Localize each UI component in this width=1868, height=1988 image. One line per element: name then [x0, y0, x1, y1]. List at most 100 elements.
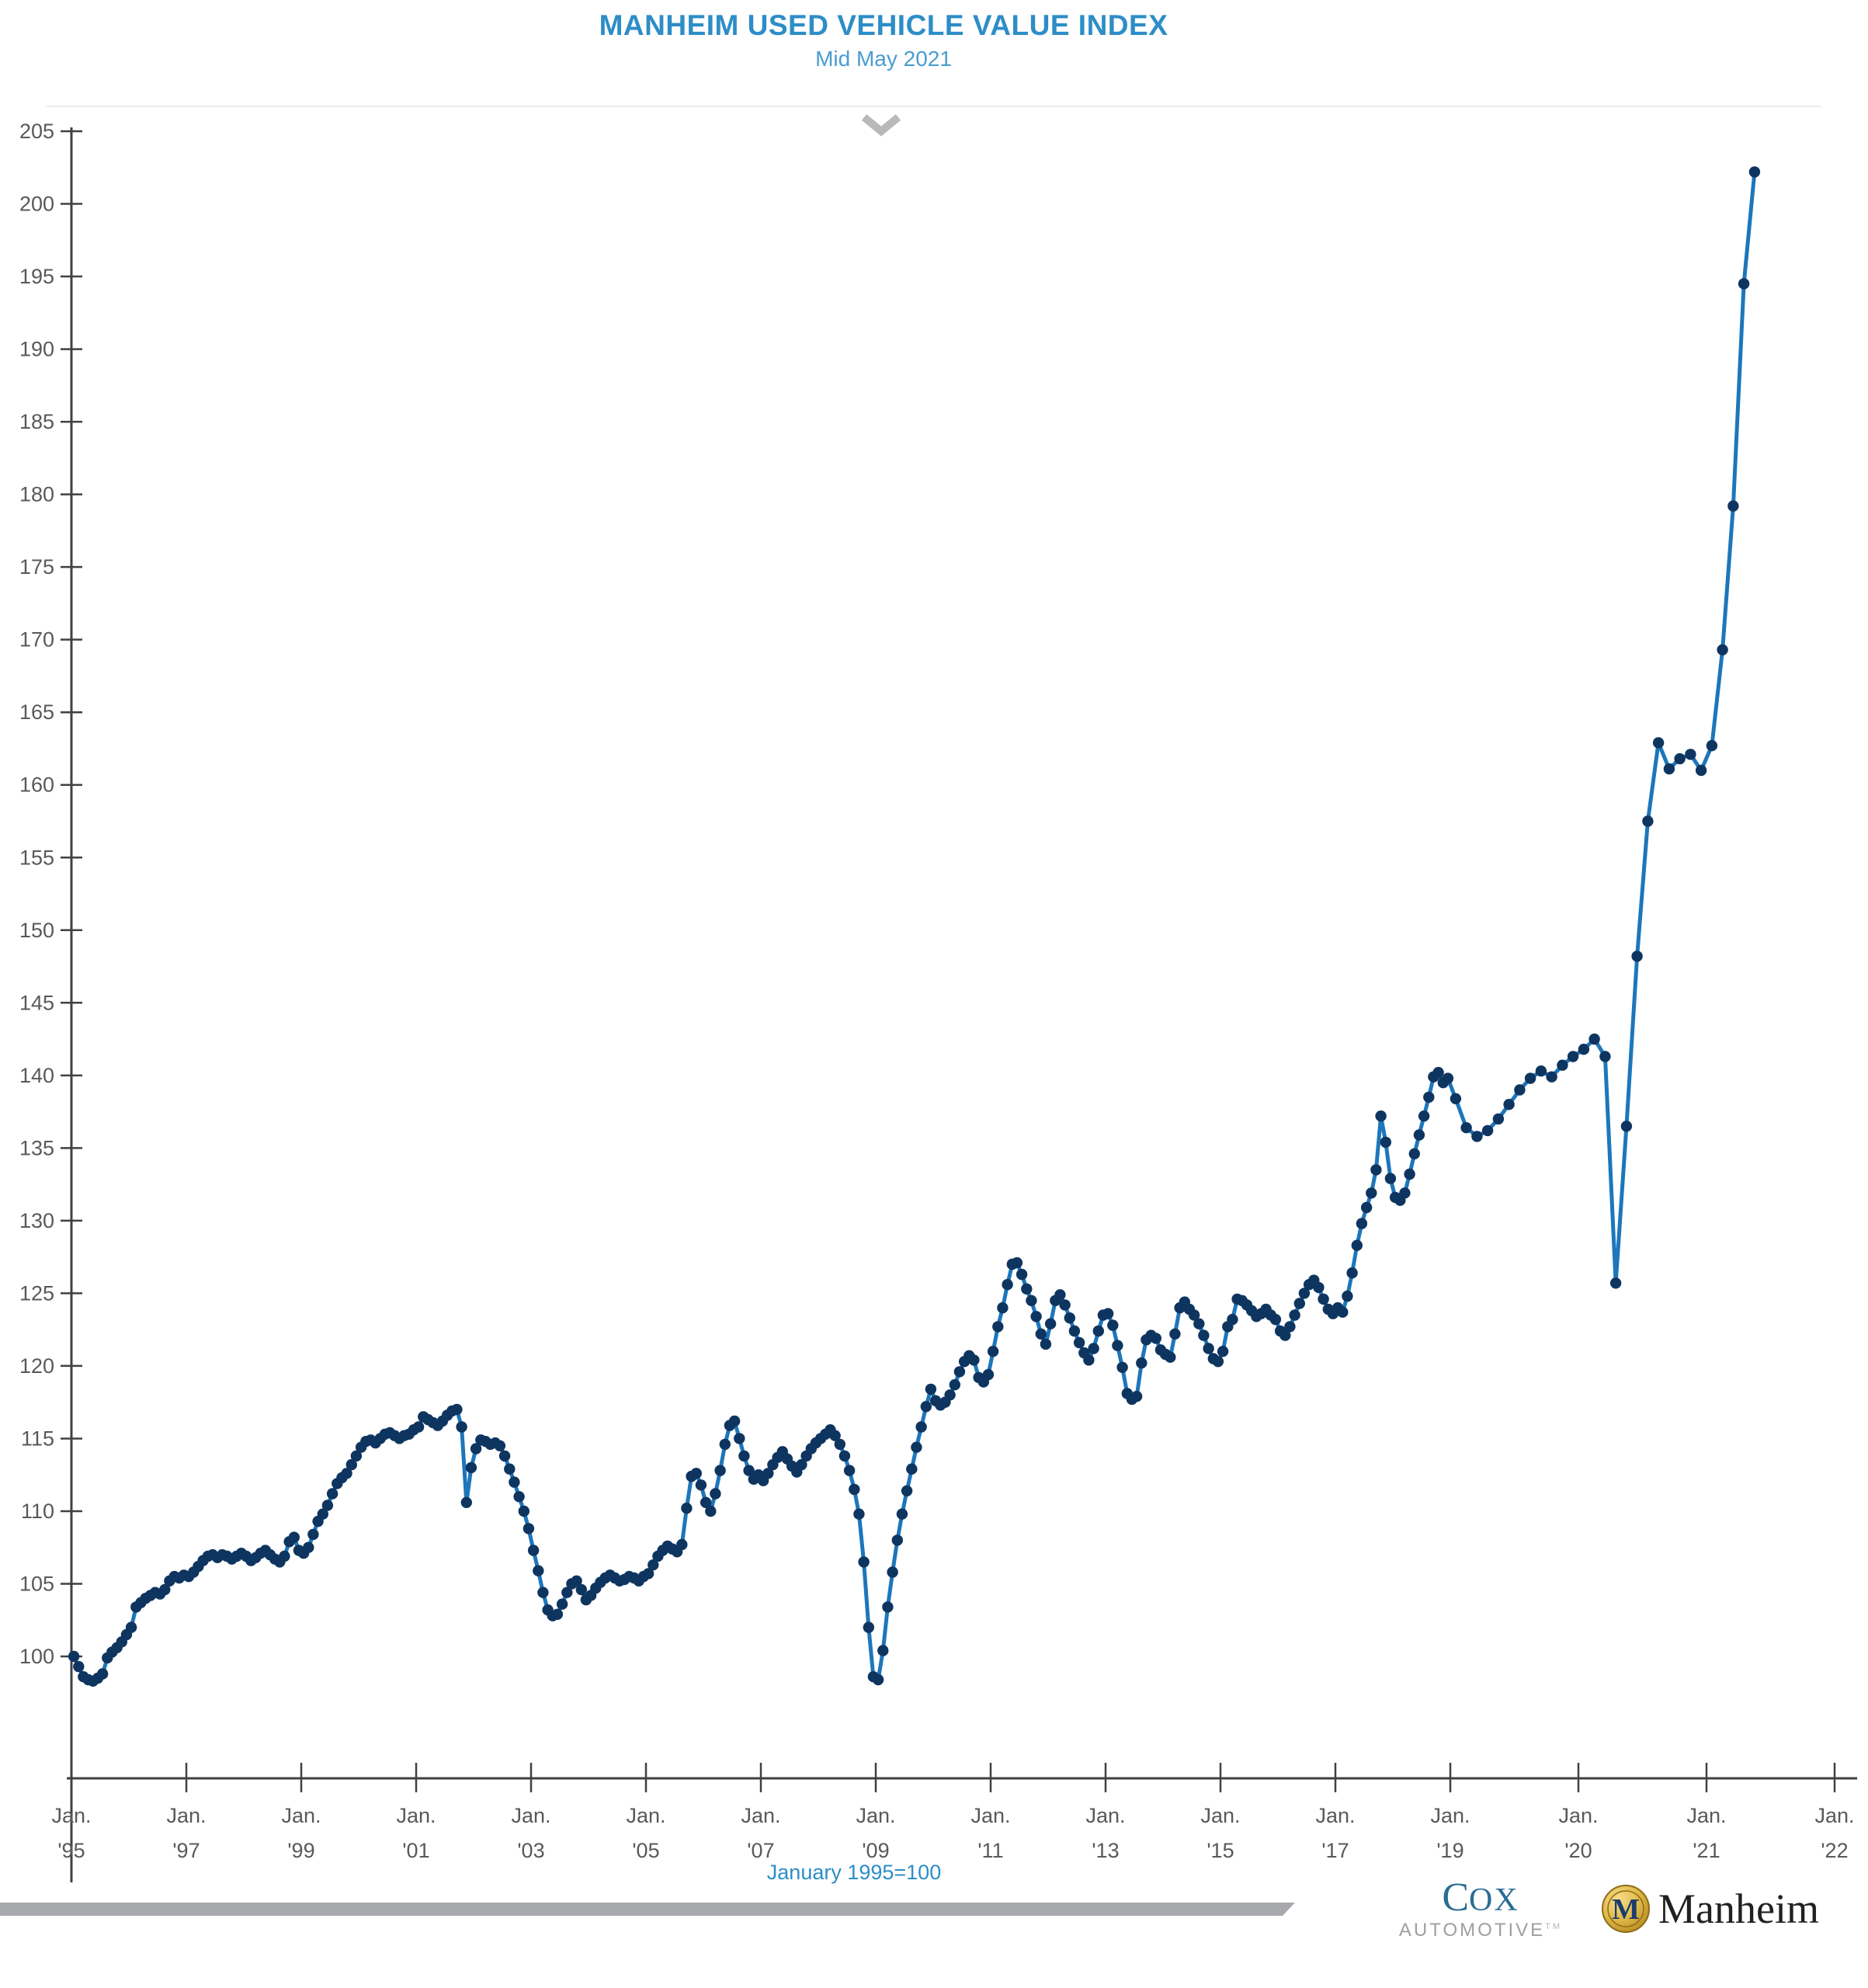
data-point — [1674, 752, 1686, 765]
data-point — [307, 1528, 319, 1541]
data-point — [719, 1438, 731, 1451]
data-point — [1040, 1338, 1052, 1350]
data-point — [1313, 1281, 1325, 1294]
svg-text:M: M — [1612, 1893, 1640, 1926]
data-point — [303, 1541, 314, 1553]
data-point — [1130, 1391, 1143, 1402]
x-tick-label-month: Jan. — [1558, 1804, 1598, 1827]
cox-automotive-label: AUTOMOTIVETM — [1398, 1920, 1563, 1941]
data-point — [1021, 1283, 1033, 1295]
data-point — [714, 1465, 726, 1476]
data-point — [915, 1421, 927, 1433]
y-tick-label: 205 — [19, 120, 54, 143]
x-tick-label-year: '97 — [172, 1839, 200, 1862]
x-tick-label-year: '19 — [1436, 1839, 1463, 1862]
trademark-symbol: TM — [1545, 1922, 1563, 1931]
data-point — [575, 1583, 587, 1596]
header-divider — [47, 106, 1821, 107]
data-point — [1706, 740, 1718, 752]
data-point — [944, 1389, 956, 1401]
data-point — [1212, 1356, 1224, 1368]
manheim-medallion-icon: M — [1602, 1885, 1650, 1933]
data-point — [1198, 1329, 1210, 1341]
data-point — [1546, 1071, 1557, 1083]
data-point — [1360, 1201, 1373, 1214]
data-point — [1408, 1148, 1421, 1160]
x-tick-label-month: Jan. — [1686, 1804, 1726, 1827]
data-point — [412, 1421, 425, 1433]
data-point — [470, 1443, 482, 1455]
data-point — [1380, 1136, 1392, 1149]
data-point — [68, 1650, 80, 1663]
data-point — [1413, 1129, 1425, 1141]
data-point — [326, 1488, 339, 1500]
data-point — [648, 1559, 659, 1571]
data-point — [1337, 1306, 1349, 1318]
x-tick-label-month: Jan. — [970, 1804, 1010, 1827]
data-point — [1092, 1325, 1105, 1337]
data-point — [829, 1430, 841, 1441]
index-series-line — [71, 169, 1757, 1684]
y-tick-label: 115 — [21, 1427, 54, 1450]
y-tick-label: 100 — [19, 1645, 54, 1668]
data-point — [1026, 1295, 1037, 1307]
data-point — [561, 1587, 573, 1598]
x-tick-label-year: '17 — [1321, 1839, 1349, 1862]
data-point — [849, 1483, 860, 1496]
data-point — [1620, 1121, 1633, 1132]
y-tick-label: 150 — [19, 919, 54, 942]
data-point — [1492, 1113, 1505, 1125]
x-tick-label-month: Jan. — [281, 1804, 321, 1827]
data-point — [863, 1621, 875, 1633]
data-point — [1227, 1313, 1238, 1326]
page-title: MANHEIM USED VEHICLE VALUE INDEX — [599, 9, 1168, 41]
y-tick-label: 110 — [21, 1500, 54, 1523]
index-base-note: January 1995=100 — [766, 1861, 942, 1884]
data-point — [834, 1438, 846, 1451]
data-point — [341, 1468, 352, 1479]
data-point — [858, 1556, 870, 1568]
data-point — [1418, 1110, 1430, 1122]
y-tick-label: 145 — [19, 991, 54, 1014]
data-point — [1717, 644, 1728, 655]
data-point — [456, 1421, 467, 1433]
data-point — [1293, 1298, 1306, 1309]
data-point — [925, 1383, 937, 1395]
data-point — [642, 1568, 654, 1580]
x-tick-label-year: '11 — [977, 1839, 1003, 1862]
data-point — [1609, 1277, 1622, 1289]
x-tick-label-year: '15 — [1207, 1839, 1234, 1862]
data-point — [1384, 1173, 1397, 1184]
data-point — [1351, 1239, 1363, 1251]
data-point — [1631, 951, 1643, 962]
data-point — [681, 1503, 693, 1514]
data-point — [882, 1601, 894, 1613]
chevron-down-icon[interactable] — [859, 113, 903, 137]
data-point — [1054, 1289, 1066, 1301]
data-point — [1652, 737, 1665, 749]
data-point — [1269, 1313, 1282, 1326]
data-point — [345, 1458, 357, 1471]
data-point — [1578, 1044, 1590, 1055]
data-point — [843, 1465, 856, 1476]
data-point — [1432, 1066, 1444, 1079]
data-point — [350, 1450, 363, 1462]
data-point — [1165, 1351, 1176, 1363]
y-tick-label: 130 — [19, 1209, 54, 1232]
data-point — [1503, 1099, 1515, 1110]
x-tick-label-month: Jan. — [396, 1804, 436, 1827]
data-point — [1193, 1318, 1205, 1329]
data-point — [1289, 1309, 1300, 1321]
x-tick-label-month: Jan. — [1085, 1804, 1125, 1827]
data-point — [695, 1479, 707, 1491]
data-point — [533, 1565, 544, 1576]
data-point — [1695, 764, 1707, 777]
data-point — [1366, 1187, 1377, 1199]
y-tick-label: 170 — [19, 628, 54, 652]
data-point — [1642, 815, 1654, 827]
data-point — [1342, 1290, 1353, 1302]
data-point — [853, 1508, 865, 1520]
data-point — [1471, 1131, 1483, 1142]
data-point — [518, 1505, 529, 1517]
